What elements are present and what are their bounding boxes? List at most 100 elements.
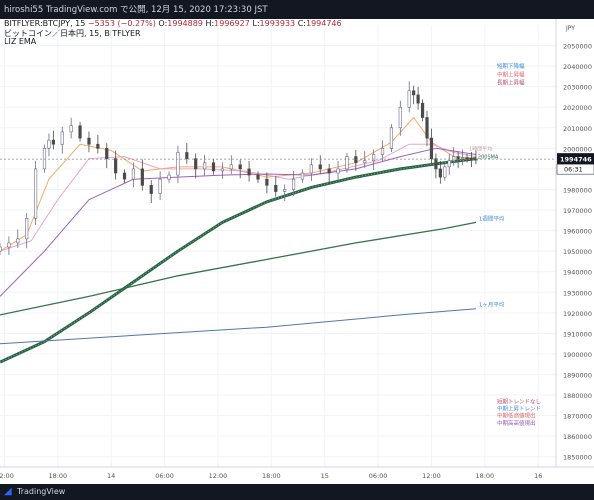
change-label: −5353 (−0.27%): [87, 19, 156, 28]
y-tick-label: 1860000: [563, 433, 592, 441]
candle-body: [283, 189, 287, 192]
countdown-label: 06:31: [564, 166, 583, 174]
candle-body: [194, 158, 198, 170]
candle-body: [389, 127, 394, 149]
candle-body: [309, 164, 313, 174]
footer-bar: ◢ TradingView: [0, 484, 594, 500]
candle-body: [203, 162, 207, 170]
candle-body: [158, 178, 162, 194]
ma-series-line: [0, 143, 476, 252]
candle-body: [345, 156, 349, 170]
candle-body: [247, 168, 251, 176]
candle-body: [105, 148, 109, 159]
y-tick-label: 1960000: [563, 228, 592, 236]
y-tick-label: 2000000: [563, 145, 592, 153]
candle-body: [25, 217, 29, 240]
currency-label: JPY: [565, 25, 575, 32]
y-tick-label: 1970000: [563, 207, 592, 215]
candle-body: [456, 156, 460, 159]
y-tick-label: 1930000: [563, 289, 592, 297]
ohlc-low-label: L:: [252, 19, 260, 28]
y-tick-label: 1900000: [563, 351, 592, 359]
y-tick-label: 1950000: [563, 248, 592, 256]
candle-body: [78, 125, 82, 139]
candle-body: [443, 166, 447, 178]
ma-series-line: [0, 221, 477, 316]
candle-body: [256, 174, 260, 180]
last-price-label: 1994746: [560, 156, 592, 164]
candle-body: [220, 168, 225, 172]
candle-body: [114, 158, 118, 174]
tradingview-logo-icon: ◢: [4, 486, 12, 497]
x-tick-label: 14: [107, 472, 115, 480]
candle-body: [42, 148, 47, 170]
candle-body: [176, 152, 180, 176]
symbol-label: BITFLYER:BTCJPY, 15: [4, 19, 86, 28]
publish-bar: hiroshi55 TradingView.com で公開, 12月 15, 2…: [0, 0, 594, 19]
candle-body: [7, 242, 11, 248]
candle-body: [69, 125, 73, 133]
y-tick-label: 1920000: [563, 310, 592, 318]
ohlc-high-label: H:: [205, 19, 215, 28]
candle-body: [51, 139, 55, 145]
candle-body: [372, 154, 376, 161]
candle-body: [265, 178, 269, 186]
x-tick-label: 12:00: [0, 472, 14, 480]
candle-body: [60, 131, 64, 145]
candle-body: [16, 238, 20, 244]
annotation-label: 中期高高値現出: [497, 419, 536, 427]
candle-body: [363, 160, 367, 164]
x-tick-label: 16: [534, 472, 542, 480]
annotation-label: 1時間平均: [469, 145, 492, 152]
candle-body: [131, 168, 136, 180]
candle-body: [211, 162, 216, 172]
candle-body: [274, 185, 278, 192]
ohlc-open-value: 1994889: [167, 19, 203, 28]
candle-body: [122, 172, 127, 180]
annotation-label: 中期上昇幅: [497, 70, 525, 78]
annotation-label: 短期下降幅: [497, 62, 525, 70]
candle-body: [398, 106, 402, 129]
candle-body: [425, 117, 429, 139]
ohlc-low-value: 1993933: [259, 19, 296, 28]
x-tick-label: 18:00: [262, 472, 281, 480]
y-tick-label: 1890000: [563, 371, 592, 379]
ohlc-line: BITFLYER:BTCJPY, 15 −5353 (−0.27%) O:199…: [4, 19, 342, 28]
annotation-label: 長期上昇幅: [497, 79, 525, 87]
candle-body: [185, 152, 189, 159]
candle-body: [291, 178, 296, 190]
publish-title: hiroshi55 TradingView.com で公開, 12月 15, 2…: [4, 5, 268, 15]
y-tick-label: 2010000: [563, 125, 592, 133]
candle-body: [465, 157, 469, 159]
candle-body: [452, 156, 456, 161]
candle-body: [0, 246, 2, 252]
series-name-label: 1週間平均: [479, 214, 505, 222]
ohlc-close-label: C:: [297, 19, 306, 28]
candle-body: [447, 160, 451, 168]
footer-brand: TradingView: [17, 487, 66, 496]
candle-body: [438, 168, 442, 178]
ohlc-open-label: O:: [158, 19, 168, 28]
y-tick-label: 2030000: [563, 84, 592, 92]
candle-body: [318, 164, 322, 170]
ma-series-texture: [0, 158, 476, 363]
annotation-label: 短期トレンドなし: [497, 397, 541, 405]
candle-body: [474, 158, 478, 161]
candle-body: [336, 168, 340, 174]
candle-body: [460, 157, 465, 159]
ohlc-high-value: 1996927: [214, 19, 250, 28]
last-price-badge: [557, 153, 594, 165]
candle-body: [416, 94, 420, 104]
y-tick-label: 2020000: [563, 104, 592, 112]
countdown-badge: [556, 163, 594, 175]
candle-body: [434, 158, 438, 170]
x-tick-label: 06:00: [369, 472, 388, 480]
ma-series-line: [0, 147, 476, 297]
legend-indicator: LIZ EMA: [4, 37, 37, 46]
annotation-label: 中期低高値現出: [497, 412, 536, 420]
candle-body: [87, 137, 91, 145]
candle-body: [380, 148, 385, 155]
candle-body: [229, 164, 233, 170]
chart-svg: 1850000 1860000 1870000 1880000 1890000 19000…: [0, 19, 594, 480]
candle-body: [149, 185, 153, 194]
